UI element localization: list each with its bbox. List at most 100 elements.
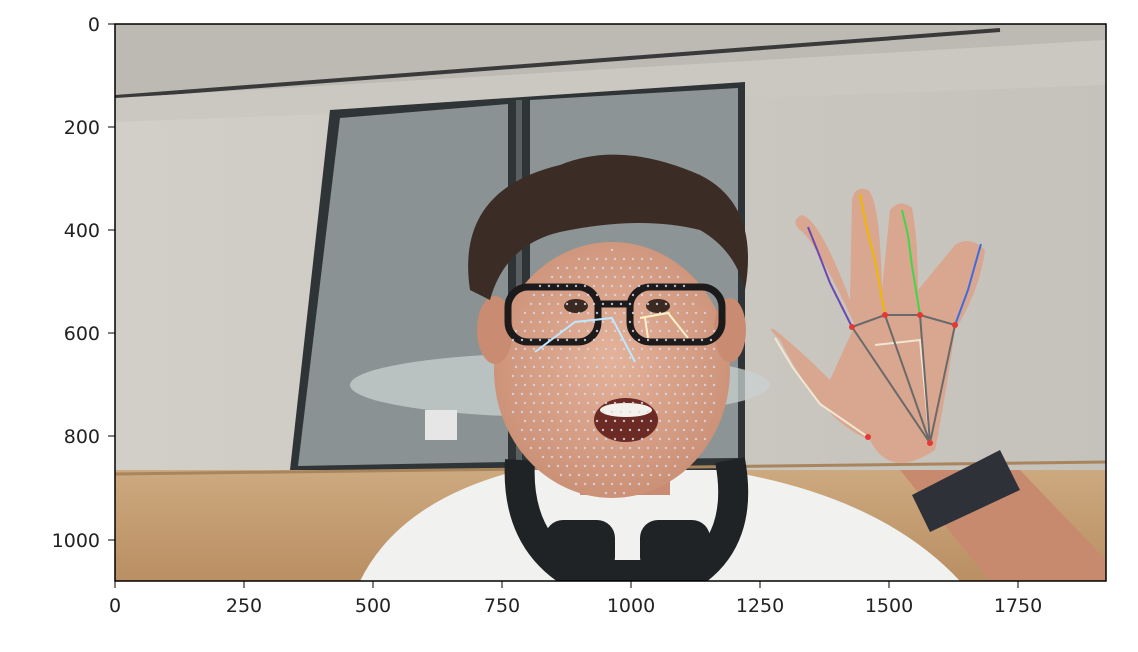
mesh-point (601, 284, 605, 288)
mesh-point (586, 365, 590, 369)
mesh-point (577, 455, 581, 459)
mesh-point (667, 293, 671, 297)
mesh-point (703, 311, 707, 315)
mesh-point (691, 428, 695, 432)
mesh-point (538, 284, 542, 288)
mesh-point (664, 464, 668, 468)
mesh-point (529, 428, 533, 432)
mesh-point (547, 302, 551, 306)
mesh-point (622, 383, 626, 387)
mesh-point (556, 446, 560, 450)
mesh-point (640, 401, 644, 405)
mesh-point (619, 410, 623, 414)
mesh-point (538, 302, 542, 306)
mesh-point (511, 374, 515, 378)
mesh-point (520, 410, 524, 414)
mesh-point (646, 392, 650, 396)
mesh-point (541, 383, 545, 387)
mesh-point (700, 320, 704, 324)
mesh-point (676, 329, 680, 333)
mesh-point (691, 320, 695, 324)
mesh-point (511, 338, 515, 342)
mesh-point (565, 320, 569, 324)
mesh-point (601, 266, 605, 270)
mesh-point (628, 374, 632, 378)
mesh-point (547, 284, 551, 288)
mesh-point (604, 293, 608, 297)
mesh-point (568, 419, 572, 423)
mesh-point (676, 383, 680, 387)
mesh-point (586, 383, 590, 387)
mesh-point (622, 437, 626, 441)
mesh-point (613, 419, 617, 423)
mesh-point (568, 347, 572, 351)
mesh-point (577, 347, 581, 351)
mesh-point (574, 482, 578, 486)
mesh-point (511, 356, 515, 360)
mesh-point (604, 437, 608, 441)
mesh-point (610, 464, 614, 468)
mesh-point (550, 347, 554, 351)
mesh-point (610, 428, 614, 432)
mesh-point (610, 248, 614, 252)
mesh-point (613, 455, 617, 459)
mesh-point (565, 266, 569, 270)
raised-hand (771, 188, 1106, 581)
mesh-point (529, 374, 533, 378)
mesh-point (646, 356, 650, 360)
mesh-point (619, 266, 623, 270)
mesh-point (586, 329, 590, 333)
mesh-point (586, 437, 590, 441)
mesh-point (673, 428, 677, 432)
mesh-point (676, 401, 680, 405)
mesh-point (631, 347, 635, 351)
mesh-point (700, 356, 704, 360)
mesh-point (703, 401, 707, 405)
x-tick: 1250 (736, 581, 784, 617)
mesh-point (646, 482, 650, 486)
mesh-point (559, 293, 563, 297)
mesh-point (565, 464, 569, 468)
y-tick-label: 800 (64, 426, 100, 448)
mesh-point (574, 356, 578, 360)
mesh-point (559, 275, 563, 279)
mesh-point (640, 329, 644, 333)
mesh-point (586, 419, 590, 423)
mesh-point (619, 302, 623, 306)
mesh-point (601, 446, 605, 450)
mesh-point (649, 401, 653, 405)
mesh-point (712, 383, 716, 387)
mesh-point (685, 455, 689, 459)
mesh-point (676, 455, 680, 459)
mesh-point (646, 266, 650, 270)
mesh-point (604, 329, 608, 333)
mesh-point (595, 347, 599, 351)
mesh-point (559, 347, 563, 351)
mesh-point (655, 266, 659, 270)
mesh-point (601, 374, 605, 378)
mesh-point (556, 338, 560, 342)
mesh-point (541, 455, 545, 459)
mesh-point (541, 311, 545, 315)
mesh-point (655, 428, 659, 432)
mesh-point (682, 320, 686, 324)
mesh-point (610, 266, 614, 270)
mesh-point (613, 491, 617, 495)
mesh-point (568, 455, 572, 459)
mesh-point (592, 428, 596, 432)
mesh-point (565, 446, 569, 450)
mesh-point (703, 347, 707, 351)
mesh-point (550, 419, 554, 423)
mesh-point (604, 257, 608, 261)
mesh-point (676, 437, 680, 441)
mesh-point (637, 320, 641, 324)
mesh-point (655, 338, 659, 342)
mesh-point (619, 320, 623, 324)
mesh-point (541, 419, 545, 423)
mesh-point (538, 320, 542, 324)
mesh-point (631, 401, 635, 405)
mesh-point (610, 446, 614, 450)
mesh-point (550, 401, 554, 405)
mesh-point (646, 428, 650, 432)
mesh-point (655, 356, 659, 360)
